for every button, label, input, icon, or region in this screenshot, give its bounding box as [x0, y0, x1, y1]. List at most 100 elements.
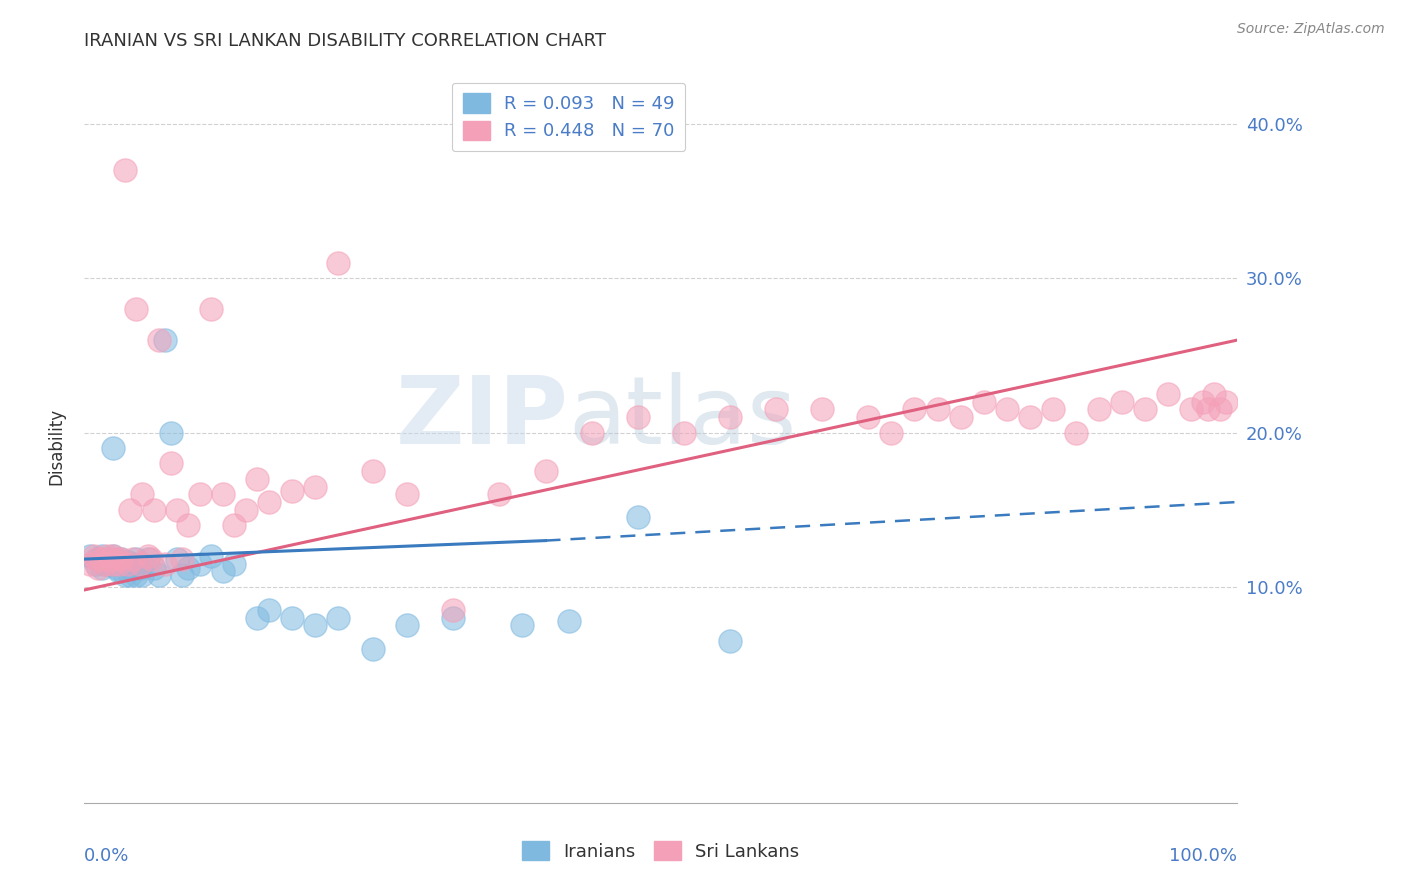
Point [627, 410, 650, 425]
Text: Disability: Disability [48, 408, 65, 484]
Point [246, 610, 269, 624]
Point [84, 557, 107, 571]
Point [136, 549, 159, 563]
Point [1215, 394, 1237, 409]
Point [396, 618, 419, 632]
Point [361, 464, 384, 478]
Point [1064, 425, 1087, 440]
Point [90, 561, 112, 575]
Point [188, 557, 211, 571]
Point [117, 557, 139, 571]
Point [125, 567, 148, 582]
Point [1204, 387, 1226, 401]
Point [1157, 387, 1180, 401]
Point [718, 410, 741, 425]
Point [200, 302, 222, 317]
Point [512, 618, 534, 632]
Point [172, 552, 194, 566]
Point [90, 552, 112, 566]
Point [880, 425, 903, 440]
Point [1180, 402, 1202, 417]
Point [973, 394, 995, 409]
Point [949, 410, 972, 425]
Point [1042, 402, 1064, 417]
Point [120, 561, 142, 575]
Point [177, 518, 200, 533]
Legend: Iranians, Sri Lankans: Iranians, Sri Lankans [515, 833, 807, 868]
Point [79, 557, 101, 571]
Point [114, 567, 136, 582]
Point [131, 557, 153, 571]
Point [200, 549, 222, 563]
Point [94, 557, 117, 571]
Point [96, 549, 118, 563]
Point [534, 464, 557, 478]
Text: ZIP: ZIP [395, 372, 568, 464]
Point [142, 502, 165, 516]
Point [105, 561, 128, 575]
Point [811, 402, 834, 417]
Point [98, 552, 121, 566]
Point [87, 552, 110, 566]
Point [246, 472, 269, 486]
Point [304, 480, 326, 494]
Point [79, 549, 101, 563]
Point [188, 487, 211, 501]
Point [361, 641, 384, 656]
Point [108, 557, 131, 571]
Point [142, 561, 165, 575]
Point [117, 555, 139, 569]
Text: 100.0%: 100.0% [1170, 847, 1237, 865]
Point [441, 603, 464, 617]
Point [903, 402, 925, 417]
Point [84, 552, 107, 566]
Point [148, 333, 170, 347]
Point [1111, 394, 1133, 409]
Point [257, 603, 280, 617]
Point [103, 549, 124, 563]
Point [488, 487, 510, 501]
Point [110, 552, 132, 566]
Point [172, 567, 194, 582]
Point [136, 552, 159, 566]
Point [160, 457, 183, 471]
Point [211, 487, 233, 501]
Point [672, 425, 695, 440]
Point [326, 256, 349, 270]
Point [121, 557, 143, 571]
Point [1018, 410, 1040, 425]
Point [718, 633, 741, 648]
Point [120, 502, 142, 516]
Text: Source: ZipAtlas.com: Source: ZipAtlas.com [1237, 22, 1385, 37]
Point [148, 567, 170, 582]
Text: 0.0%: 0.0% [84, 847, 129, 865]
Point [1088, 402, 1111, 417]
Point [160, 425, 183, 440]
Point [177, 561, 200, 575]
Point [1191, 394, 1213, 409]
Point [128, 557, 150, 571]
Point [120, 567, 142, 582]
Point [224, 518, 246, 533]
Point [105, 552, 128, 566]
Point [858, 410, 880, 425]
Text: atlas: atlas [568, 372, 797, 464]
Point [131, 487, 153, 501]
Point [98, 558, 121, 573]
Point [114, 557, 136, 571]
Point [108, 557, 131, 571]
Point [83, 549, 105, 563]
Point [281, 610, 304, 624]
Point [96, 552, 118, 566]
Point [235, 502, 257, 516]
Point [110, 552, 132, 566]
Point [103, 549, 124, 563]
Point [1209, 402, 1232, 417]
Point [128, 561, 150, 575]
Point [166, 552, 188, 566]
Point [114, 163, 136, 178]
Point [581, 425, 603, 440]
Point [927, 402, 949, 417]
Point [627, 510, 650, 524]
Point [281, 484, 304, 499]
